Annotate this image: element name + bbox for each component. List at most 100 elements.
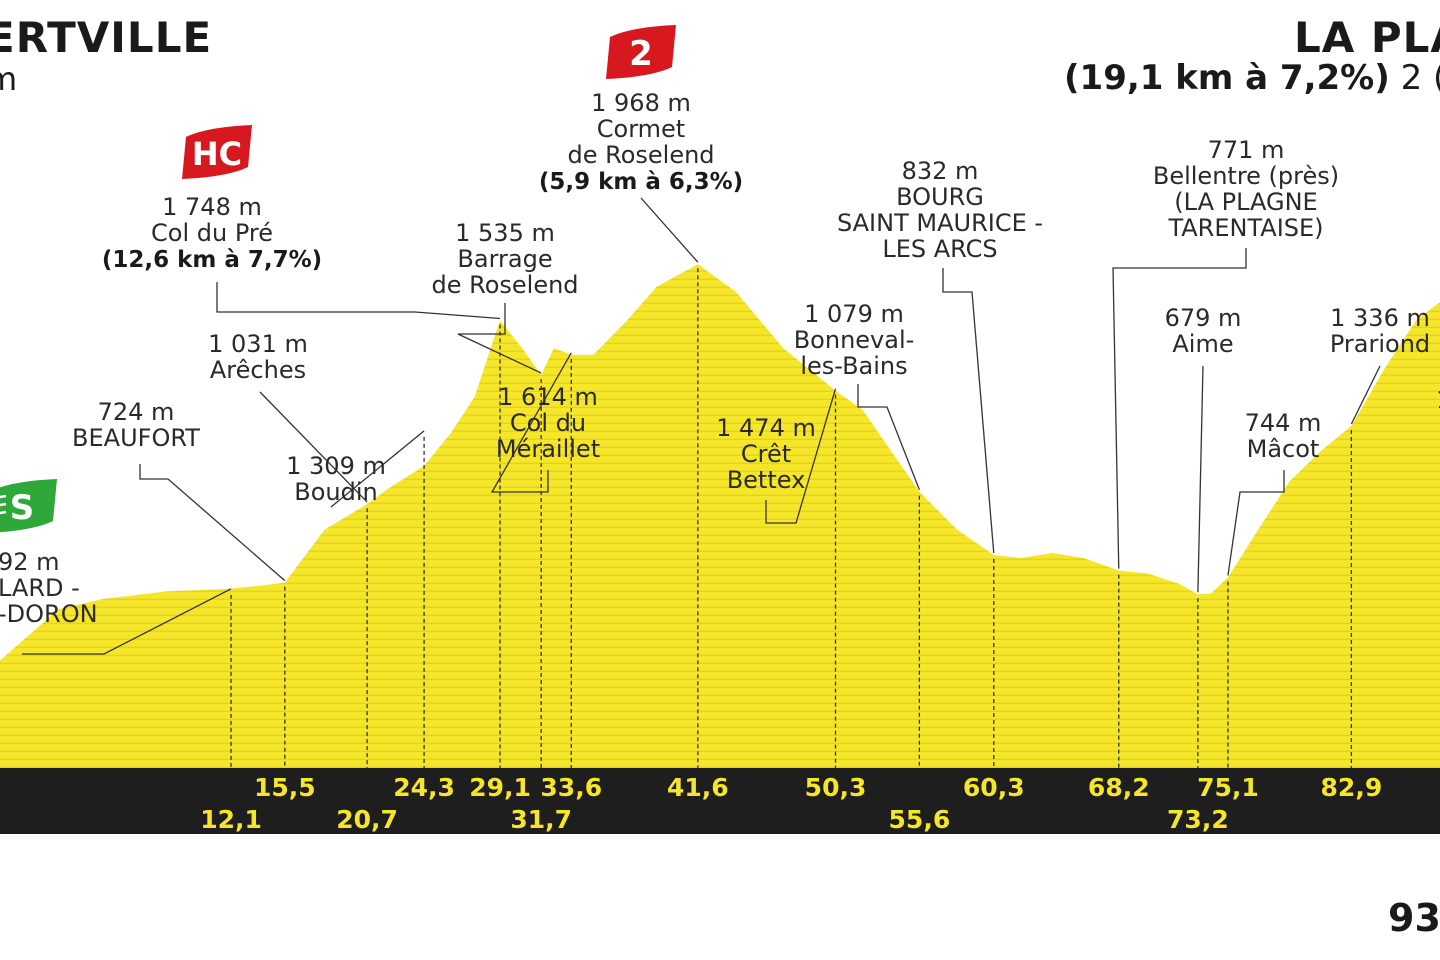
badge-flag [182, 125, 252, 179]
finish-climb-info: (19,1 km à 7,2%) 2 ( [1064, 58, 1440, 98]
waypoint-name: BOURG [896, 183, 984, 211]
km-label: 55,6 [889, 805, 951, 834]
waypoint-name: Crêt [741, 440, 791, 468]
km-labels: 12,1 15,5 20,7 24,3 29,1 31,7 33,6 41,6 50,3 55,6… [200, 773, 1382, 834]
badge-label: S [10, 488, 35, 528]
waypoint-name: les-Bains [800, 352, 907, 380]
waypoint-climb-stats: (12,6 km à 7,7%) [102, 247, 322, 273]
waypoint-altitude: 1 614 m [498, 383, 598, 411]
waypoint-leader [1112, 248, 1247, 569]
waypoint-leader [259, 391, 368, 503]
waypoint-name: Cormet [597, 115, 685, 143]
waypoint-leader [942, 268, 995, 554]
waypoint-altitude: 1 031 m [208, 330, 308, 358]
profile-area [0, 264, 1440, 768]
waypoint-leader [857, 384, 920, 491]
start-town-title: ERTVILLE [0, 13, 213, 62]
waypoint-name: de Roselend [567, 141, 714, 169]
waypoint-altitude: 1 968 m [591, 89, 691, 117]
climb-category-badge: 2 [606, 25, 676, 79]
waypoint-leader [1197, 365, 1204, 593]
climb-category-badge: HC [182, 125, 252, 179]
waypoint-name: (LA PLAGNE [1174, 188, 1317, 216]
waypoint-name: SAINT MAURICE - [837, 209, 1043, 237]
badge-label: 2 [629, 34, 653, 74]
waypoint-altitude: 1 474 m [716, 414, 816, 442]
waypoint-name: TARENTAISE) [1167, 214, 1323, 242]
waypoint-altitude: 744 m [1245, 409, 1322, 437]
waypoint-name: Arêches [210, 356, 306, 384]
waypoint-leader [640, 197, 699, 263]
finish-town-title: LA PLA [1294, 13, 1440, 62]
waypoint-altitude: 1 535 m [455, 219, 555, 247]
waypoint-name: Boudin [294, 478, 377, 506]
waypoint-altitude: 92 m [0, 548, 60, 576]
waypoint-altitude: 679 m [1165, 304, 1242, 332]
waypoint-name: Méraillet [496, 435, 600, 463]
km-label: 50,3 [805, 773, 867, 802]
climb-badges: S HC 2 [0, 25, 676, 533]
waypoint-altitude: 832 m [902, 157, 979, 185]
waypoint-name: Bonneval- [794, 326, 915, 354]
km-label: 41,6 [667, 773, 729, 802]
badge-flag [0, 479, 57, 533]
waypoint-name: Bellentre (près) [1153, 162, 1339, 190]
waypoint-name: Col du [510, 409, 586, 437]
waypoint-leader [490, 352, 572, 493]
km-label: 33,6 [540, 773, 602, 802]
waypoint-lines [230, 268, 1353, 768]
waypoint-leader [330, 430, 425, 508]
sprint-speed-line [0, 502, 7, 507]
waypoint-name: -DORON [0, 600, 98, 628]
badge-label: HC [192, 135, 242, 173]
label-leaders [22, 197, 1381, 655]
km-label: 20,7 [336, 805, 398, 834]
waypoint-name: Prariond [1330, 330, 1430, 358]
km-label: 82,9 [1321, 773, 1383, 802]
waypoint-name: LARD - [0, 574, 80, 602]
waypoint-partial-altitude: 1 [1436, 386, 1440, 414]
waypoint-name: Mâcot [1247, 435, 1320, 463]
km-label: 24,3 [393, 773, 455, 802]
start-town-subtitle: m [0, 60, 18, 98]
finish-climb-stats: (19,1 km à 7,2%) [1064, 58, 1390, 98]
waypoint-leader [216, 282, 501, 320]
finish-climb-category: 2 ( [1400, 58, 1440, 98]
km-label: 73,2 [1167, 805, 1229, 834]
waypoint-leader [1350, 365, 1381, 425]
sprint-speed-line [0, 494, 7, 499]
sprint-badge: S [0, 479, 57, 533]
waypoint-leader [1227, 470, 1285, 576]
waypoint-leader [22, 588, 232, 655]
waypoint-leader [765, 388, 837, 524]
km-label: 31,7 [510, 805, 572, 834]
waypoint-name: LES ARCS [882, 235, 997, 263]
waypoint-name: Barrage [457, 245, 552, 273]
km-label: 12,1 [200, 805, 262, 834]
sprint-speed-line [0, 510, 7, 515]
km-label: 68,2 [1088, 773, 1150, 802]
km-band [0, 768, 1440, 834]
waypoint-altitude: 1 336 m [1330, 304, 1430, 332]
badge-flag [606, 25, 676, 79]
waypoint-climb-stats: (5,9 km à 6,3%) [539, 169, 743, 195]
waypoint-altitude: 1 079 m [804, 300, 904, 328]
total-distance-label: 93, [1388, 896, 1440, 940]
km-label: 75,1 [1197, 773, 1259, 802]
km-label: 29,1 [469, 773, 531, 802]
waypoint-altitude: 724 m [98, 398, 175, 426]
km-label: 60,3 [963, 773, 1025, 802]
waypoint-name: Aime [1172, 330, 1233, 358]
waypoint-name: de Roselend [431, 271, 578, 299]
waypoint-leader [139, 464, 286, 582]
waypoint-altitude: 1 748 m [162, 193, 262, 221]
waypoint-leader [457, 303, 542, 374]
waypoint-altitude: 1 309 m [286, 452, 386, 480]
waypoint-name: BEAUFORT [72, 424, 200, 452]
km-label: 15,5 [254, 773, 316, 802]
waypoint-altitude: 771 m [1208, 136, 1285, 164]
waypoint-name: Bettex [727, 466, 806, 494]
waypoint-name: Col du Pré [151, 219, 273, 247]
